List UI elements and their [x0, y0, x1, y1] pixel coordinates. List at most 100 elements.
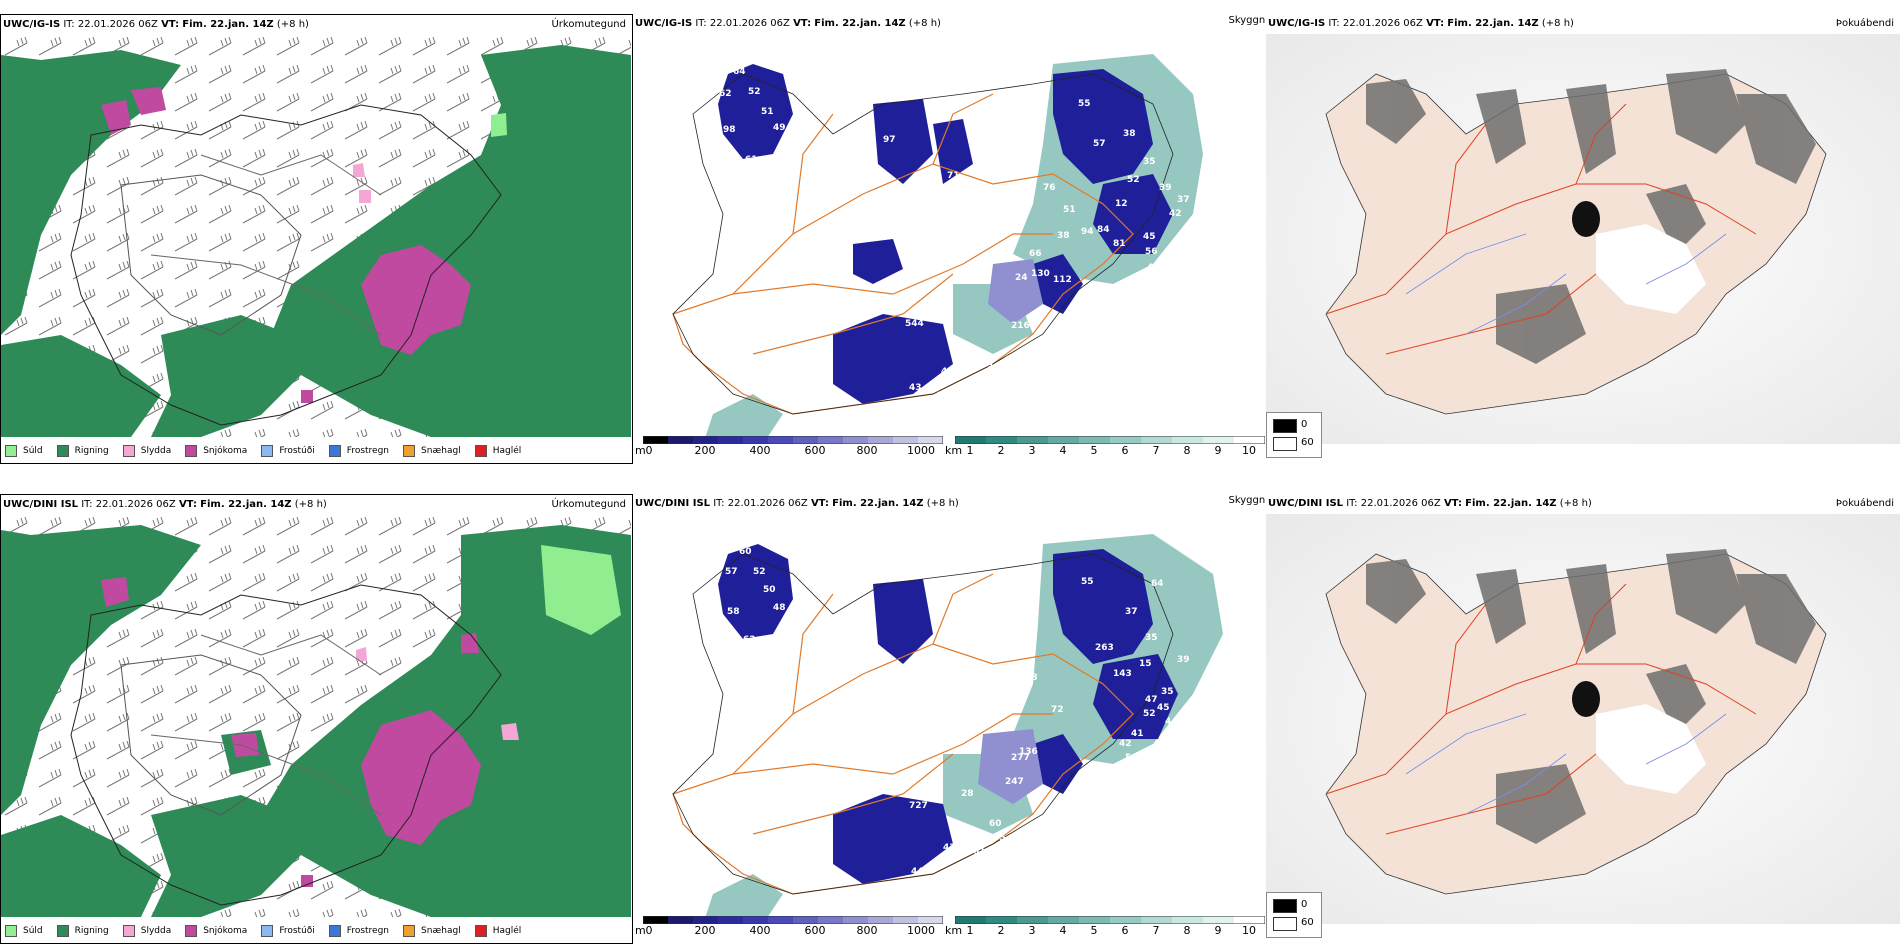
cloud-base-label: 50: [763, 585, 776, 595]
colorbar-unit: m: [635, 924, 646, 937]
colorbar-tick: 4: [1059, 444, 1067, 457]
colorbar-tick: 800: [856, 444, 878, 457]
fog-scale-min: 0: [1301, 419, 1308, 430]
cloud-base-label: 34: [1069, 329, 1082, 339]
cloud-base-label: 39: [1159, 183, 1172, 193]
precip-type-map: [1, 515, 631, 917]
legend-item-haglel: Haglél: [474, 925, 521, 937]
init-time: 22.01.2026 06Z: [77, 19, 158, 30]
model-name: UWC/IG-IS: [3, 19, 61, 30]
legend-item-rigning: Rigning: [56, 445, 109, 457]
cloud-base-label: 216: [1011, 321, 1030, 331]
legend-swatch: [403, 925, 416, 937]
cloud-base-map: 64 62 52 51 49 54 98 61 57 97 55 55 57 3…: [633, 34, 1266, 444]
cloud-base-label: 71: [911, 261, 924, 271]
valid-time: Fim. 22.jan. 14Z: [182, 19, 274, 30]
cloud-base-label: 92: [991, 599, 1004, 609]
cloud-base-colorbar: m 0 200 400 600 800 1000: [635, 436, 943, 460]
panel-header: UWC/DINI ISL IT: 22.01.2026 06Z VT: Fim.…: [1, 495, 632, 515]
cloud-visibility-panel-top: UWC/IG-IS IT: 22.01.2026 06Z VT: Fim. 22…: [633, 14, 1268, 464]
cloud-base-map: 60 57 52 50 48 58 62 63 55 37 64 35 263 …: [633, 514, 1266, 924]
legend-item-rigning: Rigning: [56, 925, 109, 937]
legend-swatch: [185, 925, 198, 937]
legend-item-snjokoma: Snjókoma: [185, 925, 247, 937]
colorbar-unit: km: [945, 924, 963, 937]
legend-item-sudl: Súld: [5, 445, 43, 457]
cloud-base-label: 37: [1177, 195, 1190, 205]
cloud-base-label: 37: [1161, 255, 1174, 265]
cloud-base-label: 37: [1125, 607, 1138, 617]
cloud-base-label: 58: [727, 607, 740, 617]
cloud-base-label: 84: [1097, 225, 1110, 235]
legend-swatch: [56, 925, 69, 937]
colorbar-tick: 8: [1183, 924, 1191, 937]
cloud-base-label: 52: [1127, 175, 1140, 185]
cloud-base-label: 26: [937, 391, 950, 401]
cloud-base-label: 40: [1107, 765, 1120, 775]
panel-header: UWC/IG-IS IT: 22.01.2026 06Z VT: Fim. 22…: [1266, 14, 1900, 34]
cloud-base-label: 45: [1147, 263, 1160, 273]
valid-time: Fim. 22.jan. 14Z: [200, 499, 292, 510]
cloud-base-label: 81: [1113, 239, 1126, 249]
cloud-base-label: 62: [719, 89, 732, 99]
panel-header: UWC/IG-IS IT: 22.01.2026 06Z VT: Fim. 22…: [633, 14, 1268, 34]
precip-type-panel-bottom: UWC/DINI ISL IT: 22.01.2026 06Z VT: Fim.…: [0, 494, 633, 944]
cloud-base-label: 76: [1043, 183, 1056, 193]
colorbar-tick: 6: [1121, 444, 1129, 457]
fog-scale-swatch: [1273, 437, 1297, 451]
init-time: 22.01.2026 06Z: [1342, 18, 1423, 29]
cloud-base-label: 38: [1057, 231, 1070, 241]
legend-swatch: [474, 925, 487, 937]
fog-scale-max: 60: [1301, 917, 1314, 928]
cloud-base-label: 42: [1169, 209, 1182, 219]
colorbar-tick: 10: [1242, 924, 1256, 937]
cloud-base-label: 35: [1143, 157, 1156, 167]
panel-title: Skyggni: [1228, 495, 1268, 506]
cloud-base-label: 89: [1005, 653, 1018, 663]
legend-item-frostregn: Frostregn: [328, 445, 389, 457]
fog-scale-min: 0: [1301, 899, 1308, 910]
cloud-base-label: 55: [968, 127, 981, 137]
cloud-base-label: 56: [1145, 247, 1158, 257]
model-name: UWC/IG-IS: [1268, 18, 1326, 29]
cloud-base-label: 97: [883, 135, 896, 145]
cloud-base-label: 130: [1031, 269, 1050, 279]
model-name: UWC/DINI ISL: [3, 499, 79, 510]
cloud-visibility-panel-bottom: UWC/DINI ISL IT: 22.01.2026 06Z VT: Fim.…: [633, 494, 1268, 944]
legend-item-frostudi: Frostúði: [261, 925, 315, 937]
cloud-base-label: 136: [1019, 747, 1038, 757]
cloud-base-label: 36: [1093, 313, 1106, 323]
cloud-base-label: 42: [1119, 739, 1132, 749]
cloud-base-colorbar-strip: [643, 916, 943, 924]
legend-item-snjokoma: Snjókoma: [185, 445, 247, 457]
legend-item-snaehagl: Snæhagl: [403, 445, 461, 457]
colorbar-tick: 3: [1028, 444, 1036, 457]
precip-type-panel-top: UWC/IG-IS IT: 22.01.2026 06Z VT: Fim. 22…: [0, 14, 633, 464]
cloud-base-label: 49: [773, 123, 786, 133]
legend-swatch: [122, 445, 135, 457]
colorbar-tick: 1000: [907, 444, 935, 457]
visibility-colorbar: km 1 2 3 4 5 6 7 8 9 10: [945, 436, 1265, 460]
cloud-base-label: 727: [909, 801, 928, 811]
fog-scale-legend: 0 60: [1266, 892, 1322, 938]
cloud-base-label: 57: [725, 567, 738, 577]
cloud-base-label: 12: [1115, 199, 1128, 209]
cloud-base-label: 48: [773, 603, 786, 613]
visibility-colorbar: km 1 2 3 4 5 6 7 8 9 10: [945, 916, 1265, 940]
panel-header: UWC/IG-IS IT: 22.01.2026 06Z VT: Fim. 22…: [1, 15, 632, 35]
legend-swatch: [122, 925, 135, 937]
legend-swatch: [5, 925, 17, 937]
precip-legend: Súld Rigning Slydda Snjókoma Frostúði Fr…: [5, 922, 535, 940]
colorbar-tick: 5: [1090, 444, 1098, 457]
init-time: 22.01.2026 06Z: [1360, 498, 1441, 509]
init-time: 22.01.2026 06Z: [709, 18, 790, 29]
cloud-base-label: 52: [753, 567, 766, 577]
cloud-base-label: 98: [723, 125, 736, 135]
colorbar-tick: 1: [966, 444, 974, 457]
cloud-base-label: 52: [1143, 709, 1156, 719]
cloud-base-label: 51: [1063, 205, 1076, 215]
colorbar-tick: 9: [1214, 444, 1222, 457]
cloud-base-label: 35: [1145, 633, 1158, 643]
cloud-base-label: 57: [773, 165, 786, 175]
cloud-base-label: 51: [761, 107, 774, 117]
